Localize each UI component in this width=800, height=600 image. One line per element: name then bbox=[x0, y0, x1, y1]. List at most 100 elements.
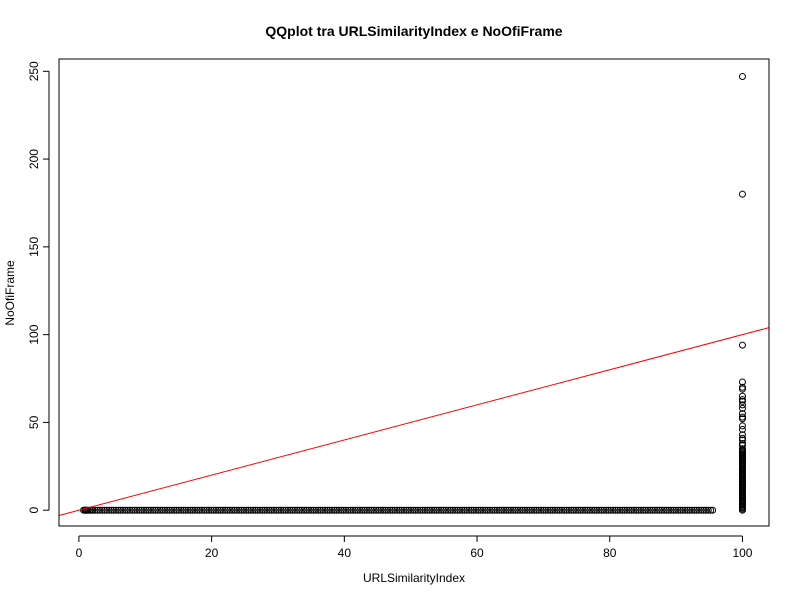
data-point bbox=[616, 506, 624, 514]
data-point bbox=[321, 506, 329, 514]
data-point bbox=[437, 506, 445, 514]
y-tick-label: 150 bbox=[27, 237, 41, 257]
data-point bbox=[261, 506, 269, 514]
data-point bbox=[738, 410, 746, 418]
data-point bbox=[607, 506, 615, 514]
data-point bbox=[330, 506, 338, 514]
data-point bbox=[270, 506, 278, 514]
data-point bbox=[738, 434, 746, 442]
data-point bbox=[570, 506, 578, 514]
data-point bbox=[658, 506, 666, 514]
data-point bbox=[265, 506, 273, 514]
data-point bbox=[688, 506, 696, 514]
data-point bbox=[486, 506, 494, 514]
data-point bbox=[702, 506, 710, 514]
data-point bbox=[449, 506, 457, 514]
data-point bbox=[124, 506, 132, 514]
data-point bbox=[642, 506, 650, 514]
data-point bbox=[738, 425, 746, 433]
data-point bbox=[275, 506, 283, 514]
data-point bbox=[226, 506, 234, 514]
data-point bbox=[567, 506, 575, 514]
data-point bbox=[277, 506, 285, 514]
data-point bbox=[618, 506, 626, 514]
data-point bbox=[488, 506, 496, 514]
data-point bbox=[247, 506, 255, 514]
data-point bbox=[189, 506, 197, 514]
data-point bbox=[107, 506, 115, 514]
data-points bbox=[80, 73, 746, 514]
data-point bbox=[465, 506, 473, 514]
data-point bbox=[117, 506, 125, 514]
data-point bbox=[282, 506, 290, 514]
data-point bbox=[537, 506, 545, 514]
data-point bbox=[738, 396, 746, 404]
data-point bbox=[600, 506, 608, 514]
data-point bbox=[653, 506, 661, 514]
data-point bbox=[738, 383, 746, 391]
data-point bbox=[656, 506, 664, 514]
data-point bbox=[84, 506, 92, 514]
data-point bbox=[679, 506, 687, 514]
data-point bbox=[484, 506, 492, 514]
data-point bbox=[683, 506, 691, 514]
data-point bbox=[738, 341, 746, 349]
data-point bbox=[474, 506, 482, 514]
data-point bbox=[98, 506, 106, 514]
data-point bbox=[286, 506, 294, 514]
data-point bbox=[614, 506, 622, 514]
data-point bbox=[361, 506, 369, 514]
data-point bbox=[293, 506, 301, 514]
x-tick-label: 0 bbox=[76, 546, 83, 560]
data-point bbox=[335, 506, 343, 514]
data-point bbox=[142, 506, 150, 514]
data-point bbox=[337, 506, 345, 514]
data-point bbox=[458, 506, 466, 514]
data-point bbox=[500, 506, 508, 514]
data-point bbox=[646, 506, 654, 514]
data-point bbox=[196, 506, 204, 514]
data-point bbox=[556, 506, 564, 514]
data-point bbox=[498, 506, 506, 514]
data-point bbox=[200, 506, 208, 514]
data-point bbox=[175, 506, 183, 514]
data-point bbox=[412, 506, 420, 514]
data-point bbox=[163, 506, 171, 514]
data-point bbox=[535, 506, 543, 514]
y-axis-label: NoOfiFrame bbox=[3, 260, 17, 326]
plot-frame bbox=[58, 58, 770, 527]
data-point bbox=[398, 506, 406, 514]
data-point bbox=[305, 506, 313, 514]
data-point bbox=[391, 506, 399, 514]
data-point bbox=[630, 506, 638, 514]
data-point bbox=[210, 506, 218, 514]
data-point bbox=[191, 506, 199, 514]
y-tick-label: 200 bbox=[27, 149, 41, 169]
data-point bbox=[426, 506, 434, 514]
data-point bbox=[152, 506, 160, 514]
data-point bbox=[198, 506, 206, 514]
data-point bbox=[686, 506, 694, 514]
data-point bbox=[472, 506, 480, 514]
data-point bbox=[224, 506, 232, 514]
data-point bbox=[738, 190, 746, 198]
data-point bbox=[467, 506, 475, 514]
data-point bbox=[525, 506, 533, 514]
data-point bbox=[463, 506, 471, 514]
data-point bbox=[289, 506, 297, 514]
data-point bbox=[428, 506, 436, 514]
data-point bbox=[738, 413, 746, 421]
data-point bbox=[532, 506, 540, 514]
data-point bbox=[502, 506, 510, 514]
data-point bbox=[372, 506, 380, 514]
data-point bbox=[368, 506, 376, 514]
data-point bbox=[507, 506, 515, 514]
data-point bbox=[632, 506, 640, 514]
reference-line bbox=[58, 327, 770, 516]
data-point bbox=[460, 506, 468, 514]
data-point bbox=[240, 506, 248, 514]
data-point bbox=[344, 506, 352, 514]
data-point bbox=[572, 506, 580, 514]
data-point bbox=[738, 404, 746, 412]
